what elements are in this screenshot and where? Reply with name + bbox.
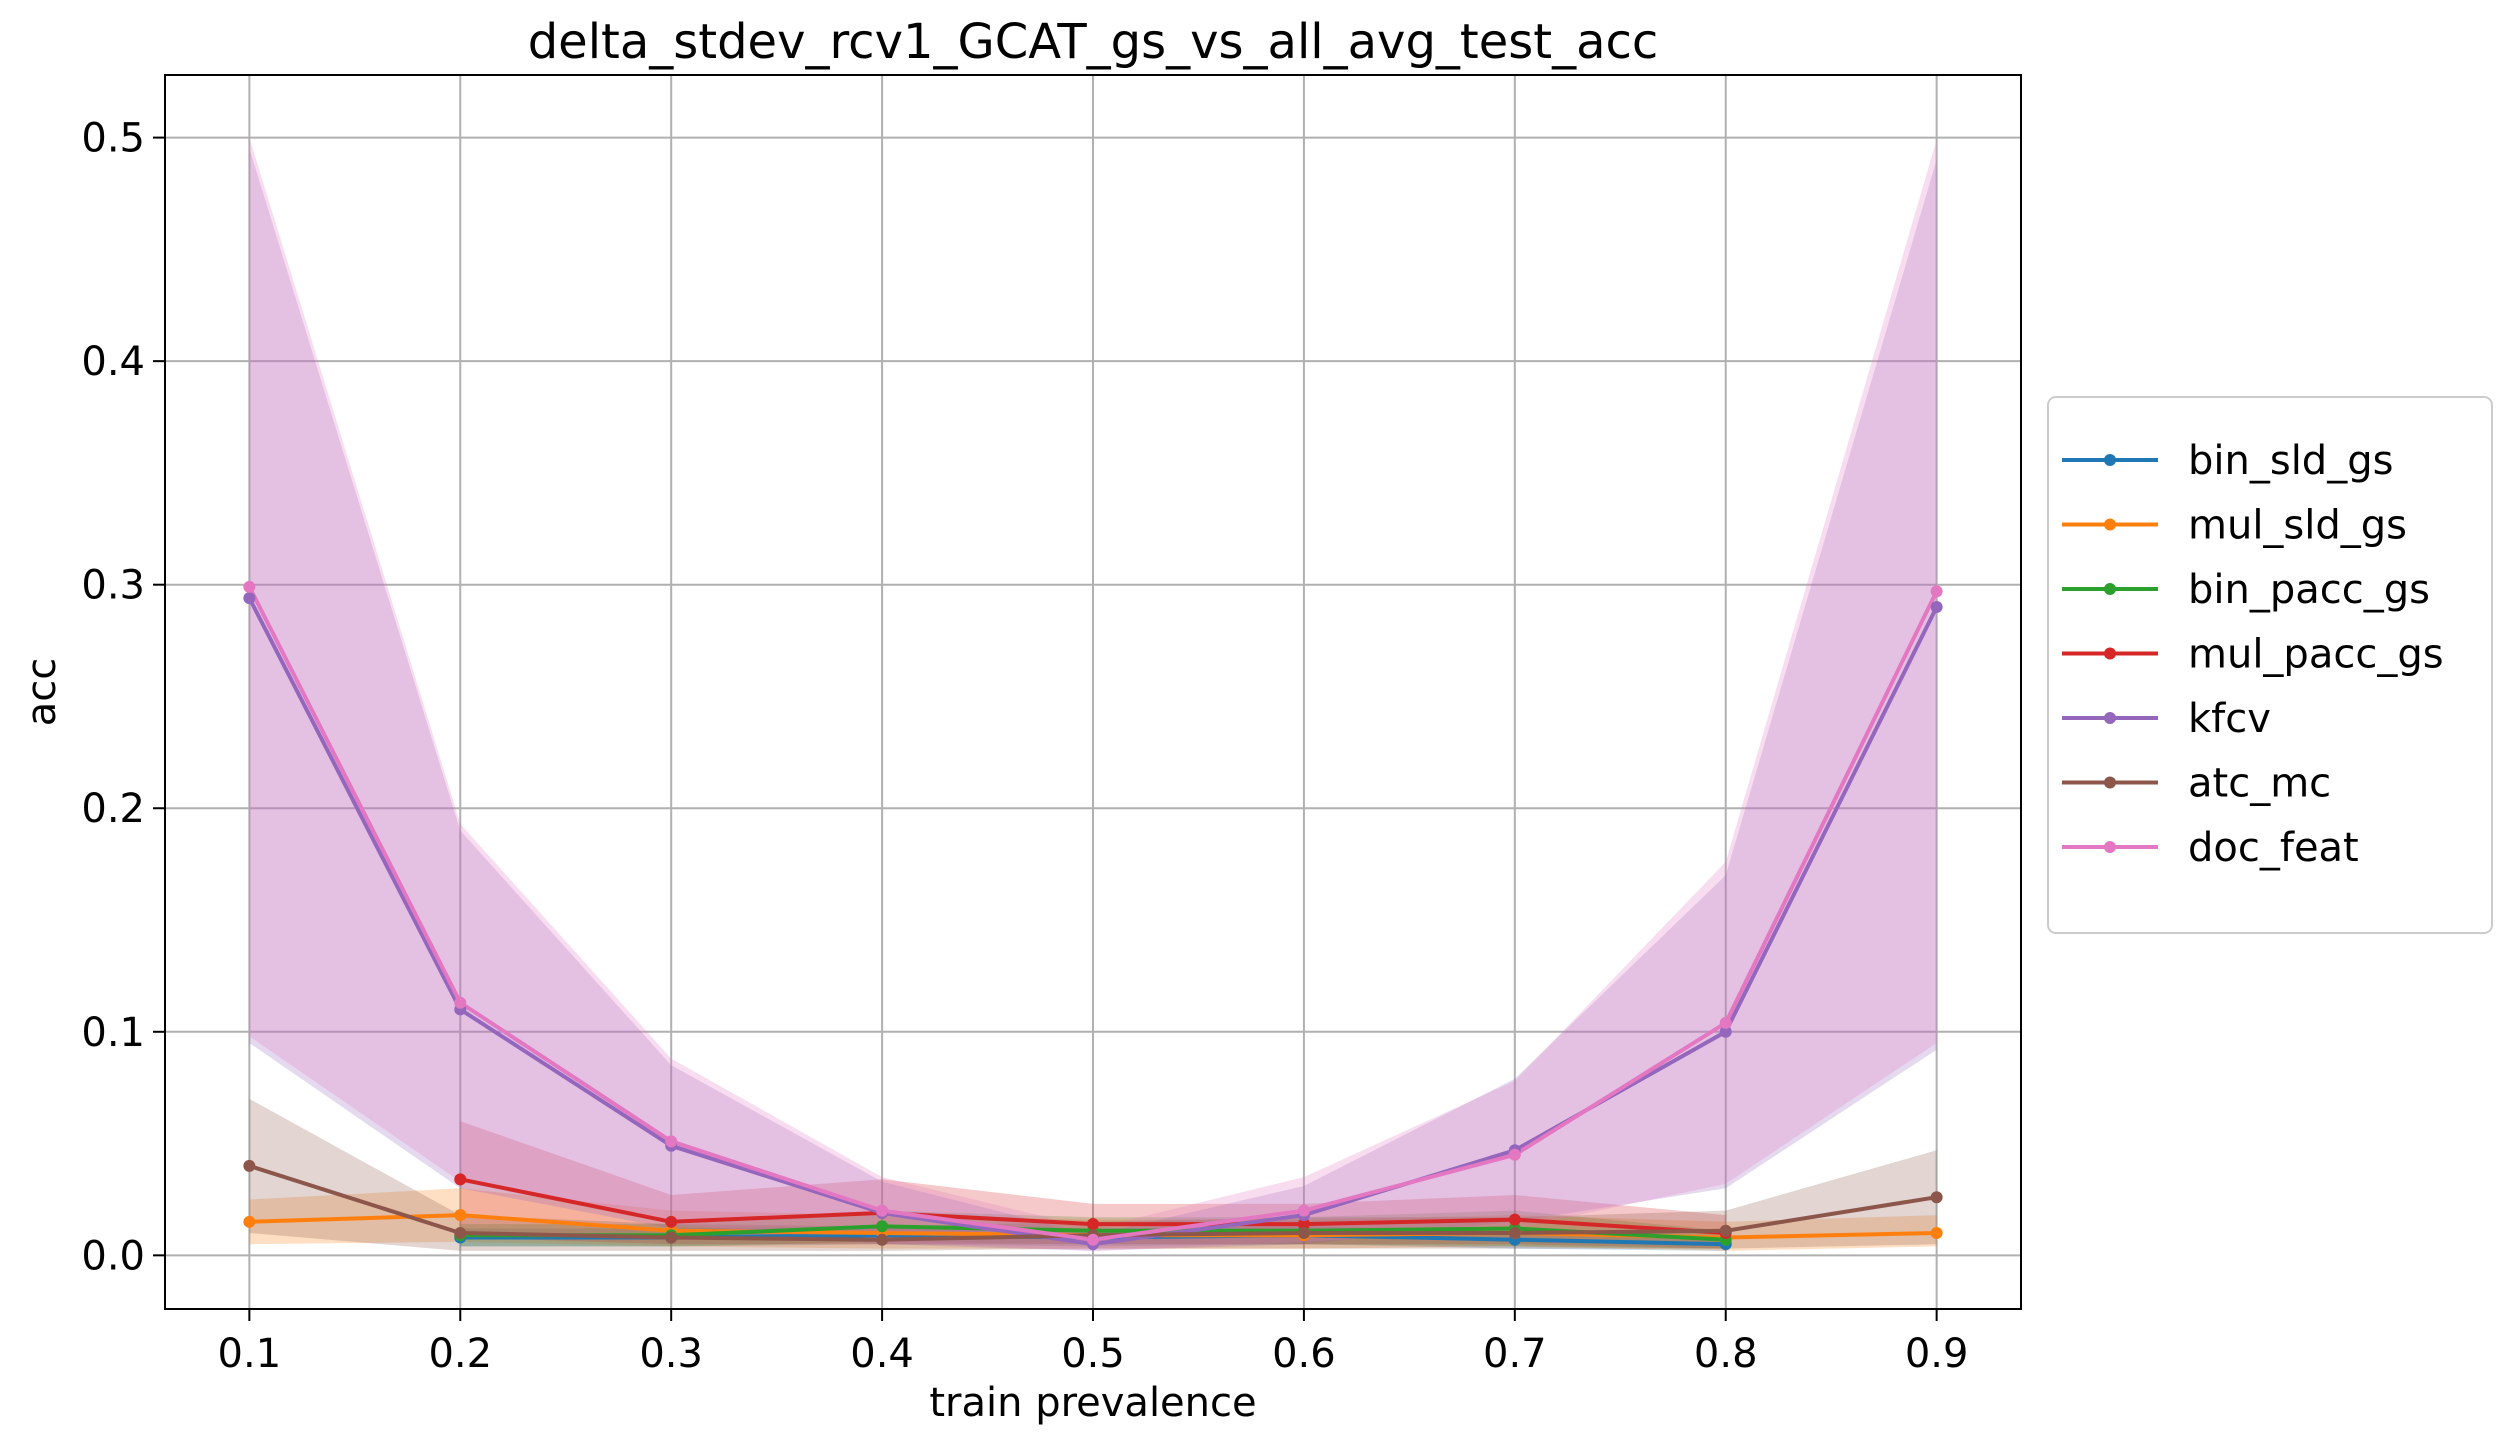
legend-item-bin_sld_gs: bin_sld_gs (2062, 438, 2393, 484)
doc_feat-point (1719, 1016, 1732, 1029)
kfcv-point (243, 592, 256, 605)
legend-marker (2104, 776, 2116, 789)
x-tick-label: 0.8 (1694, 1331, 1758, 1377)
x-axis-label: train prevalence (929, 1380, 1256, 1426)
kfcv-band (249, 148, 1937, 1251)
x-tick-label: 0.4 (850, 1331, 914, 1377)
mul_sld_gs-point (243, 1215, 256, 1228)
doc_feat-point (1297, 1204, 1310, 1217)
mul_pacc_gs-point (1087, 1218, 1099, 1231)
grid (165, 75, 2021, 1309)
legend-label: bin_sld_gs (2188, 438, 2393, 484)
atc_mc-point (1508, 1226, 1521, 1239)
legend-label: bin_pacc_gs (2188, 567, 2430, 613)
doc_feat-point (1930, 585, 1943, 598)
doc_feat-point (665, 1135, 678, 1148)
y-tick-label: 0.2 (81, 786, 145, 832)
mul_sld_gs-point (1930, 1226, 1943, 1239)
doc_feat-point (243, 580, 256, 593)
x-tick-label: 0.3 (639, 1331, 703, 1377)
legend-item-bin_pacc_gs: bin_pacc_gs (2062, 567, 2430, 613)
legend-marker (2104, 518, 2116, 531)
legend-frame (2047, 396, 2493, 934)
legend-label: kfcv (2188, 696, 2271, 742)
y-tick-label: 0.0 (81, 1233, 145, 1279)
legend-label: atc_mc (2188, 761, 2331, 807)
mul_pacc_gs-point (1508, 1213, 1521, 1226)
y-tick-label: 0.1 (81, 1010, 145, 1056)
atc_mc-point (243, 1159, 256, 1172)
mul_pacc_gs-point (454, 1173, 467, 1186)
mul_sld_gs-point (454, 1209, 467, 1222)
doc_feat-band (249, 137, 1937, 1251)
atc_mc-point (665, 1231, 678, 1244)
chart-title: delta_stdev_rcv1_GCAT_gs_vs_all_avg_test… (528, 14, 1659, 70)
series-points (243, 580, 1943, 1251)
legend-item-kfcv: kfcv (2062, 696, 2271, 742)
legend-item-doc_feat: doc_feat (2062, 825, 2359, 871)
atc_mc-point (454, 1226, 467, 1239)
y-tick-label: 0.4 (81, 339, 145, 385)
legend-marker (2104, 841, 2116, 853)
legend-item-atc_mc: atc_mc (2062, 761, 2331, 807)
atc_mc-point (876, 1233, 889, 1246)
mul_pacc_gs-point (665, 1215, 678, 1228)
legend-marker (2104, 454, 2116, 466)
kfcv-point (1930, 601, 1943, 614)
x-tick-label: 0.5 (1061, 1331, 1125, 1377)
x-tick-label: 0.2 (428, 1331, 492, 1377)
x-tick-label: 0.7 (1483, 1331, 1547, 1377)
legend-label: mul_pacc_gs (2188, 632, 2444, 678)
doc_feat-point (1087, 1233, 1099, 1246)
legend-item-mul_pacc_gs: mul_pacc_gs (2062, 632, 2444, 678)
y-axis-ticks: 0.0 0.1 0.2 0.3 0.4 0.5 (81, 116, 165, 1279)
x-tick-label: 0.1 (218, 1331, 282, 1377)
doc_feat-point (454, 996, 467, 1009)
y-tick-label: 0.3 (81, 563, 145, 609)
doc_feat-point (1508, 1148, 1521, 1161)
x-axis-ticks: 0.1 0.2 0.3 0.4 0.5 0.6 0.7 0.8 0.9 (218, 1309, 1969, 1377)
y-axis-label: acc (19, 658, 65, 727)
legend-marker (2104, 583, 2116, 595)
x-tick-label: 0.9 (1905, 1331, 1969, 1377)
kfcv-point (1719, 1025, 1732, 1038)
doc_feat-point (876, 1204, 889, 1217)
bin_pacc_gs-point (876, 1220, 889, 1233)
atc_mc-point (1719, 1224, 1732, 1237)
atc_mc-point (1930, 1191, 1943, 1204)
legend-label: mul_sld_gs (2188, 503, 2407, 549)
legend-marker (2104, 647, 2116, 660)
x-tick-label: 0.6 (1272, 1331, 1336, 1377)
legend-label: doc_feat (2188, 825, 2359, 871)
legend-item-mul_sld_gs: mul_sld_gs (2062, 503, 2407, 549)
legend: bin_sld_gs mul_sld_gs bin_pacc_gs mul_pacc_… (2047, 396, 2493, 934)
legend-marker (2104, 712, 2116, 724)
atc_mc-point (1297, 1226, 1310, 1239)
mul_pacc_gs-point (1297, 1218, 1310, 1231)
y-tick-label: 0.5 (81, 116, 145, 162)
